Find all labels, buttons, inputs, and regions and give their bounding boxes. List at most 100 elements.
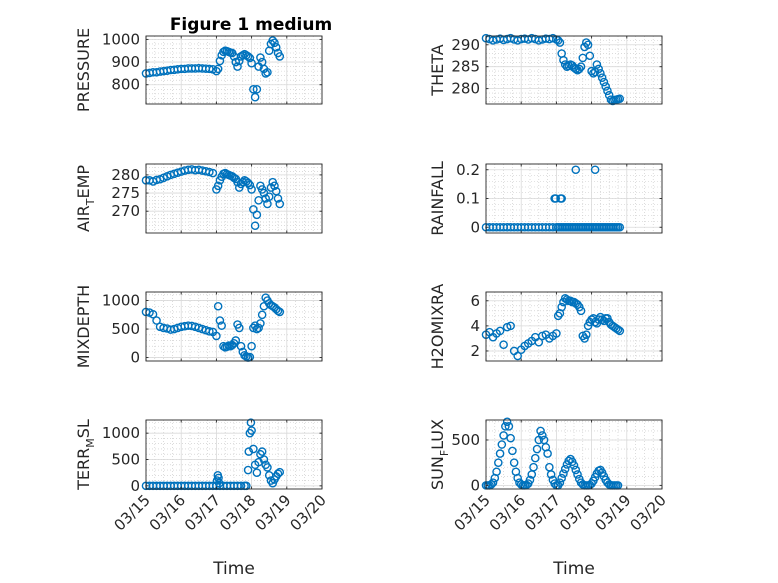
y-tick-label: 275 bbox=[111, 184, 140, 202]
data-point bbox=[246, 418, 256, 427]
y-tick-label: 0 bbox=[470, 476, 480, 494]
axes-box bbox=[145, 163, 323, 234]
data-point bbox=[560, 464, 570, 474]
y-tick-label: 500 bbox=[111, 451, 140, 469]
data-point bbox=[596, 68, 605, 78]
data-point bbox=[250, 221, 260, 231]
y-tick-label: 285 bbox=[451, 58, 480, 76]
data-point bbox=[231, 336, 241, 345]
tick-marks bbox=[485, 292, 663, 361]
data-point bbox=[264, 192, 274, 201]
data-point bbox=[551, 194, 560, 203]
data-point bbox=[571, 165, 581, 175]
data-point bbox=[270, 181, 279, 191]
data-point bbox=[592, 60, 602, 69]
y-tick-label: 800 bbox=[111, 76, 140, 94]
data-point bbox=[273, 194, 283, 203]
data-point bbox=[222, 342, 232, 352]
data-point bbox=[538, 431, 547, 440]
data-point bbox=[576, 306, 586, 316]
data-point bbox=[574, 64, 584, 74]
data-point bbox=[243, 52, 253, 61]
data-point bbox=[508, 446, 517, 456]
y-tick-label: 280 bbox=[451, 80, 480, 98]
major-grid bbox=[486, 292, 662, 361]
data-point bbox=[268, 36, 278, 45]
data-point bbox=[205, 327, 214, 336]
data-point bbox=[270, 38, 279, 48]
data-point bbox=[243, 465, 253, 475]
data-point bbox=[250, 92, 260, 102]
data-point bbox=[261, 69, 270, 78]
y-axis-label: H2OMIXRA bbox=[428, 284, 447, 370]
series-markers bbox=[141, 293, 285, 362]
data-point bbox=[502, 417, 512, 427]
data-point bbox=[553, 36, 563, 45]
tick-marks bbox=[145, 420, 323, 489]
y-tick-label: 900 bbox=[111, 53, 140, 71]
data-point bbox=[217, 321, 226, 330]
data-point bbox=[497, 440, 507, 449]
y-axis-label: MIXDEPTH bbox=[74, 285, 93, 368]
data-point bbox=[506, 433, 515, 443]
axes-box bbox=[485, 419, 663, 490]
data-point bbox=[247, 185, 256, 194]
panel-4: 0 0.1 0.2 RAINFALL bbox=[428, 161, 663, 236]
axes-box bbox=[145, 291, 323, 362]
data-point bbox=[552, 329, 561, 338]
data-point bbox=[557, 473, 566, 483]
data-point bbox=[273, 469, 283, 479]
data-point bbox=[245, 53, 255, 63]
data-point bbox=[263, 67, 272, 77]
y-tick-label: 290 bbox=[451, 36, 480, 54]
data-point bbox=[504, 422, 514, 431]
data-point bbox=[559, 469, 568, 478]
data-point bbox=[205, 167, 214, 177]
data-point bbox=[601, 82, 610, 91]
data-point bbox=[214, 473, 223, 483]
x-axis-label: Time bbox=[552, 559, 595, 579]
data-point bbox=[256, 319, 265, 328]
y-tick-label: 1000 bbox=[102, 424, 140, 442]
tick-marks bbox=[145, 164, 323, 233]
data-point bbox=[242, 352, 251, 361]
data-point bbox=[215, 56, 225, 66]
tick-marks bbox=[145, 292, 323, 361]
data-point bbox=[569, 461, 579, 470]
data-point bbox=[536, 426, 545, 436]
data-point bbox=[208, 168, 218, 178]
data-point bbox=[499, 340, 508, 349]
x-axis-label: Time bbox=[212, 559, 255, 579]
axes-box bbox=[145, 419, 323, 490]
y-axis-label: SUNFLUX bbox=[428, 419, 451, 490]
data-point bbox=[594, 64, 603, 74]
data-point bbox=[247, 426, 256, 435]
y-tick-label: 1000 bbox=[102, 30, 140, 48]
y-tick-label: 0.1 bbox=[456, 190, 480, 208]
data-point bbox=[571, 64, 581, 74]
panel-1: 800 900 1000 PRESSURE bbox=[74, 28, 323, 112]
data-point bbox=[273, 306, 283, 316]
data-point bbox=[247, 58, 256, 68]
axes-box bbox=[145, 35, 323, 105]
y-axis-label: TERRMSL bbox=[74, 419, 97, 491]
data-point bbox=[247, 341, 256, 351]
data-point bbox=[564, 456, 574, 466]
data-point bbox=[148, 309, 158, 319]
data-point bbox=[615, 326, 625, 336]
data-point bbox=[243, 178, 253, 188]
data-point bbox=[236, 341, 246, 351]
data-point bbox=[534, 337, 544, 347]
data-point bbox=[257, 310, 267, 320]
y-axis-label: RAINFALL bbox=[428, 161, 447, 236]
data-point bbox=[557, 194, 566, 203]
data-point bbox=[495, 326, 505, 336]
data-point bbox=[613, 325, 623, 334]
data-point bbox=[559, 55, 568, 65]
data-point bbox=[597, 73, 607, 82]
axes-box bbox=[485, 291, 663, 362]
data-point bbox=[254, 323, 263, 333]
data-point bbox=[557, 302, 566, 312]
